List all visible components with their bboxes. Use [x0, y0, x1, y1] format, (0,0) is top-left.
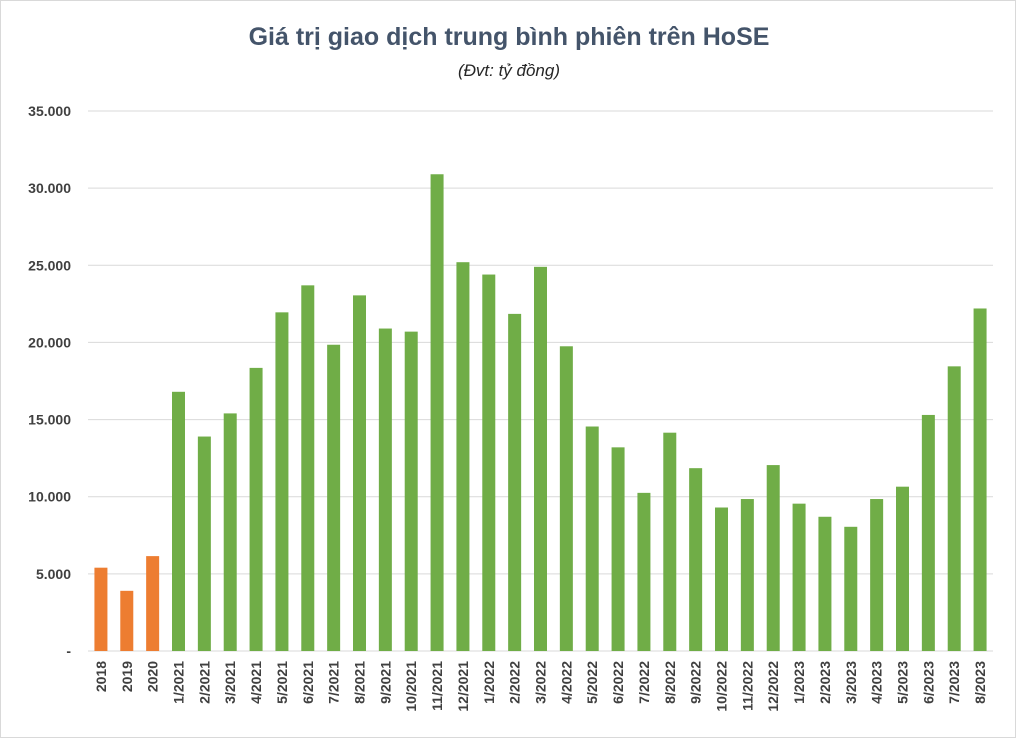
bar	[120, 590, 134, 651]
bar	[404, 331, 418, 651]
bar	[378, 328, 392, 651]
bar	[353, 295, 366, 651]
x-tick-label: 5/2021	[274, 661, 290, 704]
x-tick-label: 11/2021	[429, 661, 445, 711]
y-tick-label: 5.000	[36, 566, 71, 582]
bar	[482, 274, 496, 651]
x-tick-label: 2/2022	[507, 661, 523, 704]
bar	[327, 344, 341, 651]
bar	[637, 492, 651, 651]
x-axis-ticks: 2018 2019 2020 1/2021 2/2021 3/2021 4/2021 5/20…	[93, 661, 988, 712]
y-tick-label: -	[66, 643, 71, 659]
x-tick-label: 4/2022	[558, 661, 574, 704]
bar	[275, 312, 289, 651]
x-tick-label: 12/2021	[455, 661, 471, 712]
bar	[792, 503, 806, 651]
bar	[172, 391, 185, 651]
y-tick-label: 15.000	[28, 412, 71, 428]
bar	[870, 499, 884, 651]
y-tick-label: 25.000	[28, 257, 71, 273]
x-tick-label: 7/2022	[636, 661, 652, 704]
x-tick-label: 11/2022	[739, 661, 755, 711]
x-tick-label: 7/2021	[326, 661, 342, 704]
bar	[249, 367, 263, 651]
x-tick-label: 8/2023	[972, 661, 988, 704]
x-tick-label: 8/2022	[662, 661, 678, 704]
bar	[818, 516, 832, 651]
x-tick-label: 2020	[145, 661, 161, 692]
bar	[430, 174, 444, 651]
bar	[844, 526, 858, 651]
x-tick-label: 6/2023	[920, 661, 936, 704]
x-tick-label: 10/2022	[714, 661, 730, 712]
bar	[663, 432, 677, 651]
bar	[585, 426, 599, 651]
x-tick-label: 12/2022	[765, 661, 781, 712]
bar	[689, 468, 703, 651]
bar	[559, 346, 573, 651]
bar	[508, 313, 522, 651]
bar	[456, 262, 470, 651]
x-tick-label: 7/2023	[946, 661, 962, 704]
bar	[973, 308, 987, 651]
x-tick-label: 6/2022	[610, 661, 626, 704]
bar	[896, 486, 909, 651]
x-tick-label: 4/2023	[869, 661, 885, 704]
bar	[301, 285, 315, 651]
y-axis-ticks: - 5.000 10.000 15.000 20.000 25.000 30.000 35.0…	[28, 103, 71, 659]
x-tick-label: 6/2021	[300, 661, 316, 704]
bar	[146, 556, 160, 651]
bar	[94, 567, 108, 651]
y-tick-label: 10.000	[28, 489, 71, 505]
chart-title: Giá trị giao dịch trung bình phiên trên …	[248, 23, 770, 51]
x-tick-label: 10/2021	[403, 661, 419, 712]
bar	[611, 447, 625, 651]
x-tick-label: 9/2022	[688, 661, 704, 704]
x-tick-label: 8/2021	[352, 661, 368, 704]
x-tick-label: 1/2023	[791, 661, 807, 704]
y-tick-label: 20.000	[28, 334, 71, 350]
bar	[715, 507, 728, 651]
x-tick-label: 4/2021	[248, 661, 264, 704]
bar	[534, 266, 547, 651]
x-tick-label: 2018	[93, 661, 109, 692]
bar	[740, 499, 754, 651]
bar	[766, 465, 780, 651]
x-tick-label: 3/2021	[222, 661, 238, 704]
x-tick-label: 2/2023	[817, 661, 833, 704]
bar	[921, 414, 935, 651]
bar	[223, 413, 237, 651]
x-tick-label: 3/2022	[533, 661, 549, 704]
chart-subtitle: (Đvt: tỷ đồng)	[457, 61, 561, 80]
y-tick-label: 35.000	[28, 103, 71, 119]
x-tick-label: 3/2023	[843, 661, 859, 704]
x-tick-label: 5/2022	[584, 661, 600, 704]
bar	[947, 366, 961, 651]
x-tick-label: 9/2021	[377, 661, 393, 704]
x-tick-label: 2/2021	[196, 661, 212, 704]
x-tick-label: 2019	[119, 661, 135, 692]
x-tick-label: 1/2021	[171, 661, 187, 704]
bar	[197, 436, 211, 651]
x-tick-label: 1/2022	[481, 661, 497, 704]
bars	[94, 174, 987, 651]
x-tick-label: 5/2023	[895, 661, 911, 704]
y-tick-label: 30.000	[28, 180, 71, 196]
